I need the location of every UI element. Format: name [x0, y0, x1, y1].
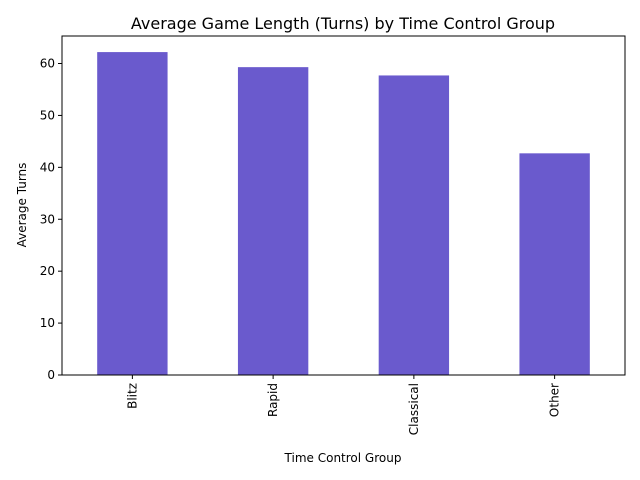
y-tick-label: 0: [47, 368, 55, 382]
y-tick-label: 60: [40, 57, 55, 71]
x-axis-label: Time Control Group: [284, 451, 402, 465]
x-tick-label: Classical: [407, 383, 421, 435]
y-tick-label: 40: [40, 160, 55, 174]
chart-title: Average Game Length (Turns) by Time Cont…: [131, 14, 555, 33]
bar-other: [519, 153, 590, 375]
y-axis-label: Average Turns: [15, 163, 29, 248]
x-tick-label: Other: [548, 383, 562, 417]
bar-rapid: [237, 67, 309, 376]
bars-group: [97, 52, 590, 376]
x-axis-ticks: Blitz Rapid Classical Other: [125, 375, 562, 435]
x-tick-label: Rapid: [266, 383, 280, 417]
bar-blitz: [97, 52, 168, 376]
y-tick-label: 30: [40, 212, 55, 226]
y-tick-label: 50: [40, 108, 55, 122]
plot-frame: [61, 35, 626, 376]
y-tick-label: 10: [40, 316, 55, 330]
bar-classical: [378, 75, 450, 375]
y-axis-ticks: 0 10 20 30 40 50 60: [40, 57, 62, 382]
y-tick-label: 20: [40, 264, 55, 278]
x-tick-label: Blitz: [125, 383, 139, 409]
